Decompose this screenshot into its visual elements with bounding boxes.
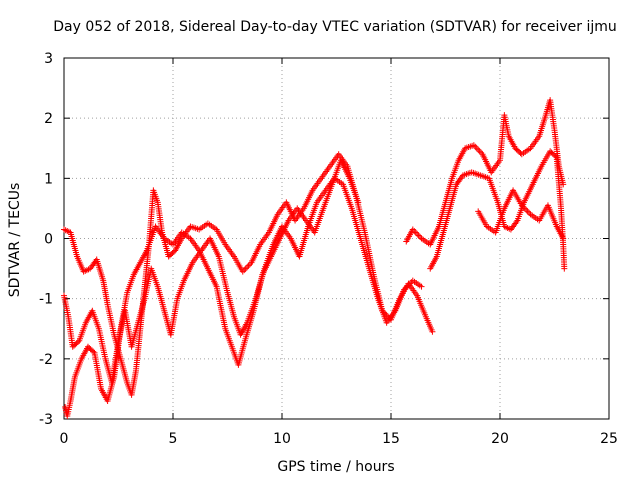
data-point [476,148,483,155]
y-tick-label: 3 [44,51,53,67]
data-point [526,209,533,216]
data-point [429,328,436,335]
data-point [414,230,421,237]
data-point [560,235,567,242]
data-point [90,348,97,355]
data-point [415,232,422,239]
x-tick-label: 15 [382,431,400,447]
data-point [561,265,568,272]
data-point [418,283,425,290]
x-tick-label: 5 [169,431,178,447]
y-tick-label: -1 [39,292,53,308]
y-tick-label: 0 [44,232,53,248]
grid [64,58,609,419]
x-tick-label: 0 [60,431,69,447]
data-point [412,229,419,236]
y-tick-label: -2 [39,352,53,368]
data-point [523,206,530,213]
data-point [74,338,81,345]
y-tick-label: -3 [39,412,53,428]
data-point [524,208,531,215]
data-point [245,262,252,269]
data-point [244,264,251,271]
data-point [417,233,424,240]
x-tick-label: 20 [491,431,509,447]
x-axis-label: GPS time / hours [277,459,394,475]
chart-title: Day 052 of 2018, Sidereal Day-to-day VTE… [53,19,617,35]
data-point [552,153,559,160]
x-tick-label: 10 [273,431,291,447]
data-point [475,146,482,153]
axis-ticks: 0 5 10 15 20 25 -3 -2 -1 0 1 2 3 [39,51,618,447]
data-points [61,97,568,419]
x-tick-label: 25 [600,431,618,447]
y-tick-label: 2 [44,111,53,127]
y-tick-label: 1 [44,171,53,187]
data-point [472,143,479,150]
data-point [242,265,249,272]
data-point [355,199,362,206]
data-point [560,181,567,188]
y-axis-label: SDTVAR / TECUs [7,183,23,298]
